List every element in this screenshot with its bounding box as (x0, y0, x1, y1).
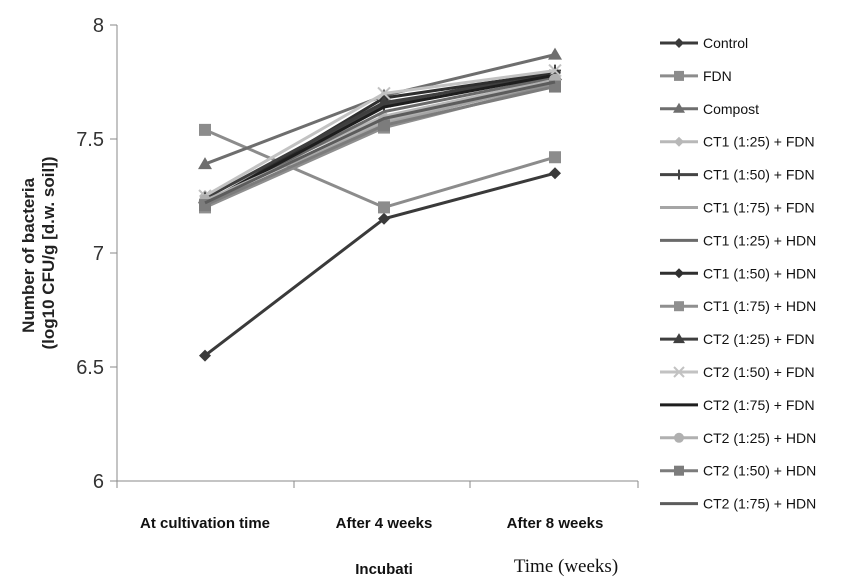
legend-label: CT2 (1:75) + FDN (703, 397, 815, 413)
y-axis-title-line2: (log10 CFU/g [d.w. soil]) (39, 157, 58, 350)
legend-item: CT1 (1:25) + FDN (660, 134, 815, 150)
y-tick-labels: 6 6.5 7 7.5 8 (76, 15, 117, 493)
data-point (674, 136, 684, 147)
legend-item: CT2 (1:50) + HDN (660, 463, 816, 479)
legend-item: CT1 (1:75) + HDN (660, 298, 816, 314)
y-axis-title: Number of bacteria (log10 CFU/g [d.w. so… (19, 157, 58, 350)
legend-item: CT2 (1:75) + FDN (660, 397, 815, 413)
data-point (674, 169, 684, 180)
series-line (204, 73, 556, 205)
series-line (204, 80, 556, 205)
legend-item: CT2 (1:25) + FDN (660, 331, 815, 347)
legend-item: CT1 (1:50) + HDN (660, 265, 816, 281)
legend-label: CT1 (1:25) + HDN (703, 232, 816, 248)
x-category-labels: At cultivation time After 4 weeks After 8 … (116, 481, 639, 532)
y-tick-label: 6 (93, 471, 104, 493)
data-point (674, 268, 684, 279)
legend-item: CT1 (1:50) + FDN (660, 167, 815, 183)
x-axis-title-part2: Time (weeks) (514, 556, 618, 577)
legend-label: CT2 (1:50) + FDN (703, 364, 815, 380)
legend-label: CT1 (1:25) + FDN (703, 134, 815, 150)
legend-item: CT2 (1:25) + HDN (660, 430, 816, 446)
legend-item: CT2 (1:50) + FDN (660, 364, 815, 380)
series-line (204, 171, 556, 357)
legend-item: CT2 (1:75) + HDN (660, 496, 816, 512)
legend-item: CT1 (1:25) + HDN (660, 232, 816, 248)
legend-label: CT1 (1:50) + HDN (703, 265, 816, 281)
data-point (674, 432, 684, 443)
data-point (199, 123, 211, 136)
data-point (673, 333, 685, 344)
legend-label: CT1 (1:50) + FDN (703, 167, 815, 183)
data-point (549, 167, 561, 180)
data-point (199, 349, 211, 362)
legend-label: Compost (703, 101, 759, 117)
data-point (378, 119, 390, 132)
legend-label: CT1 (1:75) + FDN (703, 200, 815, 216)
series-12 (204, 73, 556, 205)
x-axis-title-part1: Incubati (355, 561, 413, 578)
legend-label: FDN (703, 68, 732, 84)
data-point (674, 38, 684, 48)
legend-label: CT2 (1:50) + HDN (703, 463, 816, 479)
data-point (673, 366, 685, 378)
y-tick-label: 8 (93, 15, 104, 37)
legend-item: CT1 (1:75) + FDN (660, 200, 815, 216)
data-point (674, 465, 684, 476)
legend-label: CT2 (1:25) + FDN (703, 331, 815, 347)
data-point (673, 102, 685, 113)
data-point (548, 47, 562, 60)
series-15 (204, 80, 556, 205)
data-point (377, 95, 391, 108)
legend-label: CT1 (1:75) + HDN (703, 298, 816, 314)
x-category-label: After 4 weeks (336, 515, 433, 532)
data-point (549, 151, 561, 164)
data-point (674, 301, 684, 312)
data-point (198, 157, 212, 170)
y-tick-label: 7 (93, 243, 104, 265)
y-axis-title-line1: Number of bacteria (19, 177, 38, 332)
data-point (674, 70, 684, 81)
y-tick-label: 6.5 (76, 357, 104, 379)
legend-label: CT2 (1:75) + HDN (703, 496, 816, 512)
series-2 (199, 123, 561, 214)
x-category-label: At cultivation time (140, 515, 270, 532)
legend-item: Compost (660, 101, 759, 117)
data-point (377, 86, 391, 101)
data-point (378, 201, 390, 214)
chart-axes (116, 25, 638, 482)
y-tick-label: 7.5 (76, 129, 104, 151)
legend-label: CT2 (1:25) + HDN (703, 430, 816, 446)
plot-area (198, 47, 562, 362)
data-point (378, 212, 390, 225)
legend-item: Control (660, 35, 748, 51)
legend-label: Control (703, 35, 748, 51)
legend-item: FDN (660, 68, 732, 84)
series-1 (199, 167, 561, 362)
x-category-label: After 8 weeks (507, 515, 604, 532)
legend: Control FDN Compost CT1 (1:25) + FDN CT1 (1:… (660, 35, 816, 512)
